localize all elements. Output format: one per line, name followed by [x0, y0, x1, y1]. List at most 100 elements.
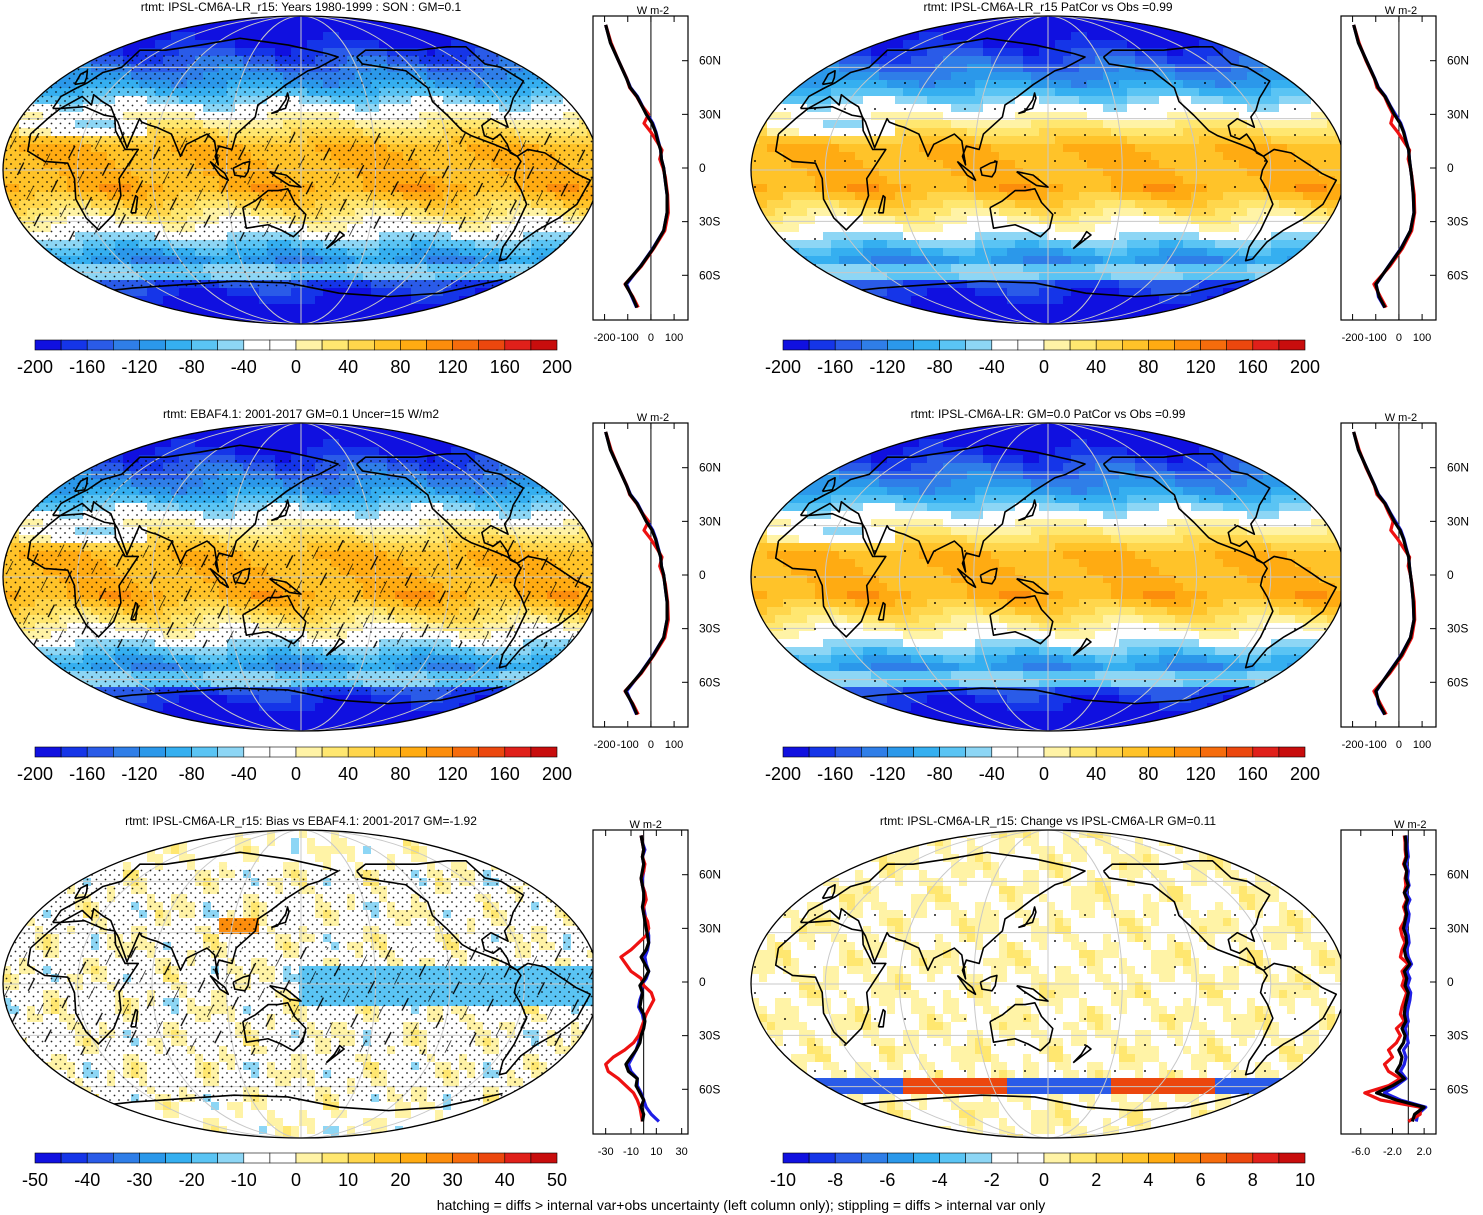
- colorbar-tick-label: -160: [817, 357, 853, 377]
- x-tick-label: 0: [648, 332, 654, 344]
- coastline-africa: [27, 105, 140, 231]
- colorbar-swatch: [913, 746, 940, 758]
- coastline-sumatra: [209, 567, 230, 589]
- colorbar-tick-label: -40: [231, 764, 257, 784]
- colorbar-tick-label: 120: [1186, 764, 1216, 784]
- colorbar-tick-label: -8: [827, 1170, 843, 1190]
- colorbar-swatch: [373, 746, 401, 758]
- lat-tick-label: 30N: [699, 107, 721, 121]
- colorbar-swatch: [1122, 746, 1149, 758]
- colorbar-swatch: [1252, 1152, 1280, 1164]
- zonal-profile-1: W m-2 -200 -100 0 100 60N 30N 0 30S 60S: [592, 5, 721, 344]
- colorbar-swatch: [808, 339, 836, 351]
- profile-black-line: [1375, 835, 1426, 1122]
- colorbar-swatch: [504, 746, 532, 758]
- coastline-newguinea: [269, 984, 302, 1002]
- x-tick-label: -100: [1365, 739, 1387, 751]
- colorbar-swatch: [530, 746, 558, 758]
- colorbar-tick-label: 200: [542, 764, 572, 784]
- colorbar-swatch: [1148, 339, 1175, 351]
- colorbar-swatch: [321, 339, 349, 351]
- stippling: [751, 891, 1345, 1092]
- coastline-antarctica: [832, 1092, 1250, 1112]
- colorbar-swatch: [1122, 1152, 1149, 1164]
- coastline-eurasia: [52, 851, 339, 980]
- colorbar-swatch: [165, 746, 192, 758]
- colorbar-swatch: [426, 746, 453, 758]
- colorbar-swatch: [295, 339, 323, 351]
- colorbar-swatch: [860, 746, 888, 758]
- colorbar-swatch: [86, 339, 114, 351]
- colorbar-tick-label: 40: [1086, 764, 1106, 784]
- lat-tick-label: 60S: [1447, 268, 1468, 282]
- profile-frame: [1340, 15, 1437, 321]
- coastline-antarctica: [85, 278, 503, 298]
- colorbar-tick-label: -80: [927, 764, 953, 784]
- colorbar-tick-label: -30: [126, 1170, 152, 1190]
- panel-title: rtmt: IPSL-CM6A-LR_r15: Bias vs EBAF4.1:…: [125, 814, 477, 828]
- x-tick-label: -200: [1342, 739, 1364, 751]
- colorbar-swatch: [400, 1152, 427, 1164]
- lat-tick-label: 60N: [699, 54, 721, 68]
- colorbar-swatch: [808, 1152, 836, 1164]
- significance-overlay: [751, 891, 1345, 1092]
- coastline-borneo: [979, 567, 998, 585]
- colorbar-swatch: [452, 746, 480, 758]
- coastline-newguinea: [1016, 170, 1049, 188]
- profile-unit-label: W m-2: [637, 5, 669, 17]
- colorbar-tick-label: 10: [1295, 1170, 1315, 1190]
- coastline-africa: [27, 919, 140, 1045]
- profile-unit-label: W m-2: [629, 819, 661, 831]
- panel-title: rtmt: IPSL-CM6A-LR_r15 PatCor vs Obs =0.…: [923, 0, 1172, 14]
- lat-tick-label: 30S: [699, 1029, 720, 1043]
- coastline-newguinea: [269, 577, 302, 595]
- coastline-japan: [1017, 92, 1037, 115]
- map-panel-4: rtmt: IPSL-CM6A-LR: GM=0.0 PatCor vs Obs…: [750, 407, 1346, 732]
- colorbar-swatch: [426, 1152, 453, 1164]
- coastline-sumatra: [209, 974, 230, 996]
- colorbar-swatch: [60, 1152, 88, 1164]
- significance-overlay: [3, 866, 599, 1102]
- colorbar-swatch: [1278, 339, 1306, 351]
- coastline-uk: [74, 69, 89, 86]
- colorbar-swatch: [913, 1152, 940, 1164]
- coastline-eurasia: [52, 37, 339, 166]
- coastline-antarctica: [85, 685, 503, 705]
- coastline-australia: [242, 595, 307, 645]
- colorbar-swatch: [834, 339, 862, 351]
- colorbar-tick-label: -40: [979, 357, 1005, 377]
- coastline-sumatra: [956, 974, 977, 996]
- colorbar-swatch: [269, 1152, 297, 1164]
- profile-unit-label: W m-2: [1394, 819, 1426, 831]
- stippling: [751, 484, 1345, 685]
- lat-tick-label: 60N: [1447, 461, 1469, 475]
- colorbar-tick-label: 40: [338, 764, 358, 784]
- profile-black-line: [604, 24, 669, 309]
- x-tick-label: -200: [594, 332, 616, 344]
- coastline-namerica: [356, 860, 525, 972]
- colorbar-swatch: [782, 339, 810, 351]
- coastline-eurasia: [799, 37, 1086, 166]
- colorbar-swatch: [965, 746, 993, 758]
- zonal-profile-6: W m-2 -6.0 -2.0 2.0 60N 30N 0 30S 60S: [1340, 819, 1469, 1158]
- lat-tick-label: 60N: [1447, 54, 1469, 68]
- colorbar-tick-label: 50: [547, 1170, 567, 1190]
- colorbar-swatch: [139, 1152, 166, 1164]
- x-tick-label: -100: [617, 332, 639, 344]
- profile-frame: [592, 422, 689, 728]
- colorbar-swatch: [139, 339, 166, 351]
- colorbar-tick-label: 2: [1091, 1170, 1101, 1190]
- coastline-africa: [774, 512, 887, 638]
- colorbar-tick-label: 160: [1238, 764, 1268, 784]
- zonal-profile-2: W m-2 -200 -100 0 100 60N 30N 0 30S 60S: [1340, 5, 1469, 344]
- coastline-namerica: [1102, 453, 1271, 565]
- colorbar-3: -200 -160 -120 -80 -40 0 40 80 120 160 200: [17, 746, 572, 784]
- coastline-borneo: [232, 567, 251, 585]
- coastline-madagascar: [130, 194, 139, 214]
- colorbar-swatch: [217, 746, 245, 758]
- lat-tick-label: 60N: [699, 461, 721, 475]
- zonal-profile-3: W m-2 -200 -100 0 100 60N 30N 0 30S 60S: [592, 412, 721, 751]
- lat-tick-label: 60N: [699, 868, 721, 882]
- colorbar-tick-label: -80: [927, 357, 953, 377]
